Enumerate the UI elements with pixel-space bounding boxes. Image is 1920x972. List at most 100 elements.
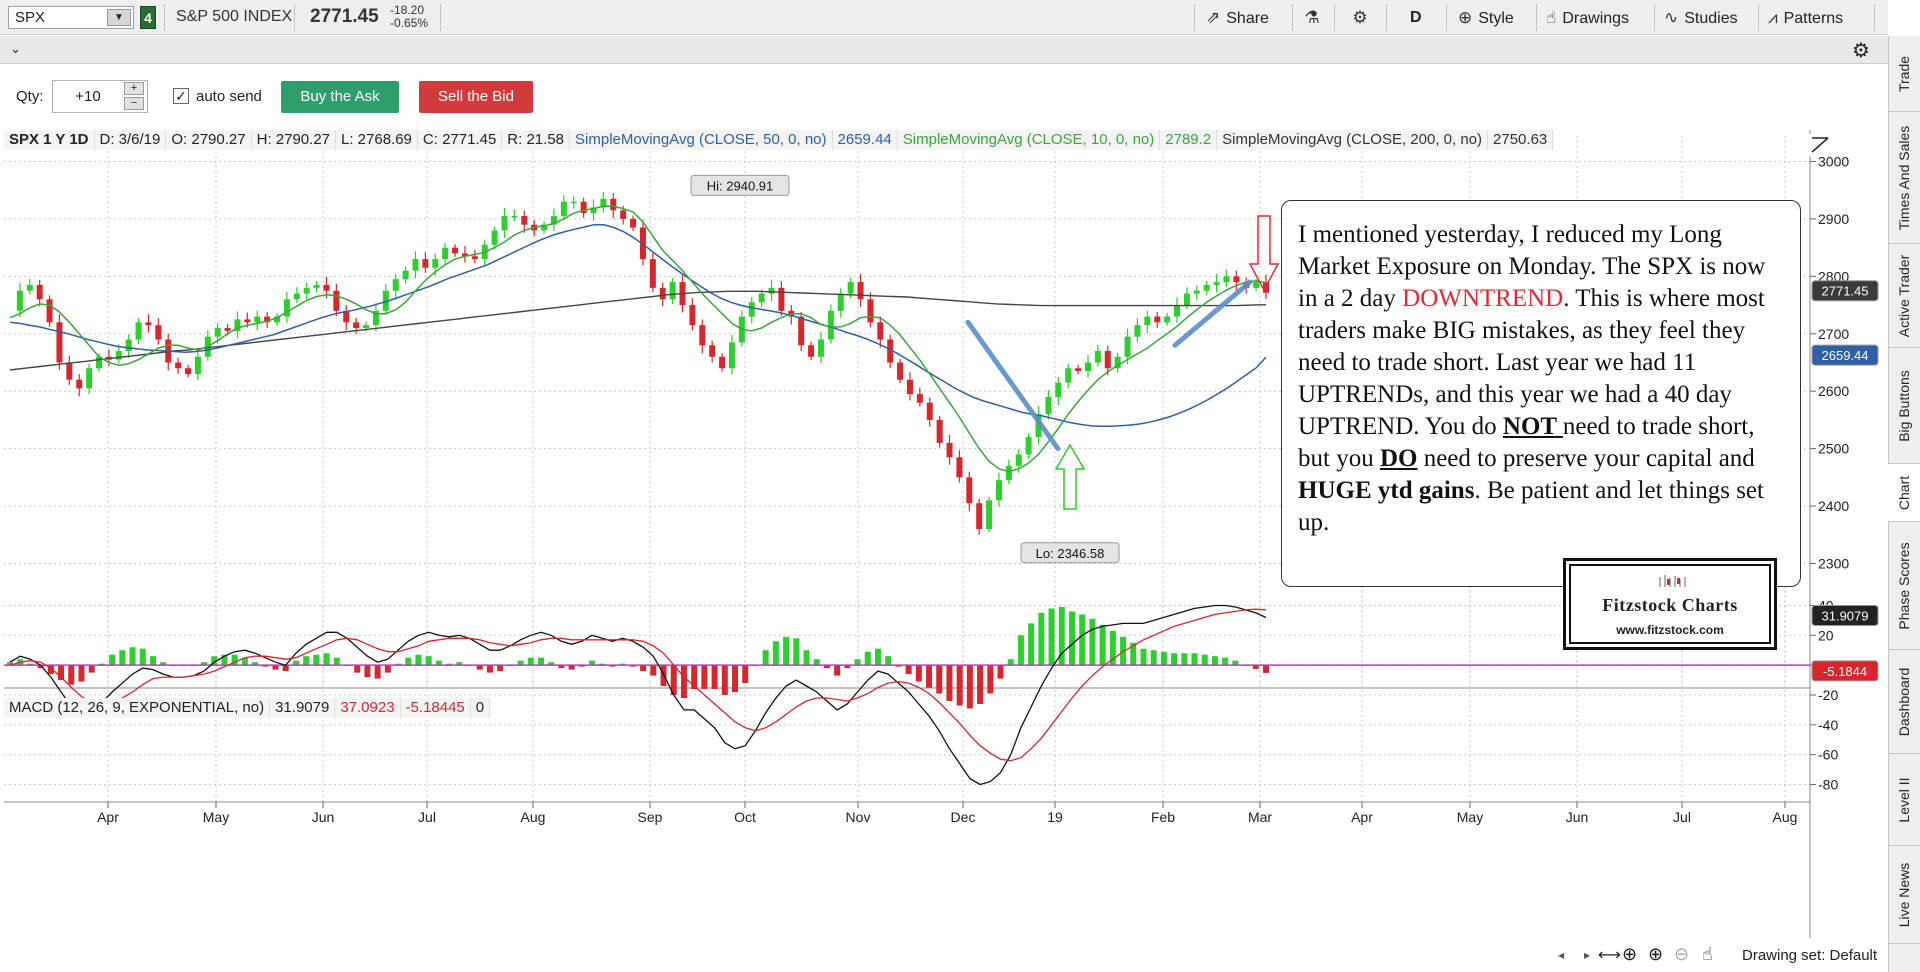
legend-sma50-label[interactable]: SimpleMovingAvg (CLOSE, 50, 0, no) [570,130,833,150]
candle-body [1203,284,1210,291]
side-tab-big-buttons[interactable]: Big Buttons [1888,348,1920,464]
candle-body [333,290,340,311]
last-price: 2771.45 [310,6,379,27]
symbol-dropdown-icon[interactable]: ▼ [107,9,131,26]
panel-gear-icon[interactable]: ⚙ [1852,40,1870,62]
side-tab-times-and-sales[interactable]: Times And Sales [1888,112,1920,244]
legend-sma10-label[interactable]: SimpleMovingAvg (CLOSE, 10, 0, no) [897,130,1161,150]
drawing-set-selector[interactable]: Drawing set: Default [1742,947,1878,964]
side-tab-active-trader[interactable]: Active Trader [1888,244,1920,348]
candle-body [827,310,834,340]
histogram-bar [149,656,156,666]
crosshair-icon[interactable]: ⊕ [1622,944,1638,964]
candle-body [610,198,617,211]
candle-body [175,362,182,369]
candle-body [620,210,627,219]
macd-tick-label: -80 [1818,777,1838,793]
time-tick-label: Feb [1151,809,1175,825]
note-huge-gains: HUGE ytd gains [1298,477,1475,504]
candle-body [491,230,498,245]
percent-change: -0.65% [390,16,429,30]
pan-icon[interactable]: ⟷ [1598,947,1621,964]
fitzstock-logo: Fitzstock Charts www.fitzstock.com [1563,558,1777,650]
zoom-out-icon[interactable]: ⊖ [1674,944,1690,964]
histogram-bar [517,660,524,666]
side-tab-live-news[interactable]: Live News [1888,846,1920,944]
patterns-button[interactable]: ⩘ Patterns [1768,0,1843,35]
histogram-bar [823,665,830,669]
toolbar-separator [1446,4,1447,31]
candle-body [56,322,63,363]
candle-body [16,290,23,311]
histogram-bar [640,665,647,672]
candle-body [66,362,73,380]
share-button[interactable]: ⇗ Share [1206,0,1269,35]
histogram-bar [1263,665,1269,673]
period-button[interactable]: D [1410,9,1422,26]
candle-body [461,253,468,257]
toolbar-separator [1536,4,1537,31]
sell-the-bid-button[interactable]: Sell the Bid [419,81,533,113]
time-tick-label: Aug [521,809,546,825]
candle-body [511,216,518,218]
histogram-bar [374,665,381,679]
candle-body [590,207,597,214]
candle-body [699,325,706,346]
zoom-in-icon[interactable]: ⊕ [1648,944,1664,964]
legend-sma10-value: 2789.2 [1160,130,1218,150]
histogram-bar [772,641,779,666]
drawings-label: Drawings [1562,10,1630,27]
candle-body [570,201,577,204]
scroll-left-icon[interactable]: ◂ [1558,948,1565,962]
histogram-bar [425,656,432,666]
drawings-button[interactable]: ☝ Drawings [1546,0,1629,35]
collapse-chevron-icon[interactable]: ⌄ [10,41,21,56]
macd-legend-label[interactable]: MACD (12, 26, 9, EXPONENTIAL, no) [4,698,271,718]
macd-tick-label: -40 [1818,717,1838,733]
symbol-input[interactable]: SPX ▼ [8,6,134,29]
auto-send-checkbox[interactable]: ✓ [173,88,189,104]
candle-body [402,270,409,280]
candle-body [303,287,310,294]
side-tab-trade[interactable]: Trade [1888,36,1920,112]
scroll-right-icon[interactable]: ▸ [1584,948,1591,962]
candle-body [966,477,973,504]
candle-body [313,284,320,288]
histogram-bar [936,665,943,694]
side-tab-chart[interactable]: Chart [1888,464,1920,522]
histogram-bar [160,662,167,666]
candle-body [560,201,567,217]
histogram-bar [354,665,361,673]
qty-input[interactable]: +10 [52,80,148,113]
candle-body [115,351,122,360]
style-button[interactable]: ⊕ Style [1458,0,1514,35]
candle-body [1094,351,1101,363]
studies-button[interactable]: ∿ Studies [1664,0,1738,35]
qty-decrement-button[interactable]: − [124,97,144,110]
symbol-value: SPX [15,9,46,26]
side-tab-label: Dashboard [1896,667,1912,736]
candle-body [630,218,637,228]
side-tab-dashboard[interactable]: Dashboard [1888,650,1920,754]
histogram-bar [742,665,749,684]
flask-button[interactable]: ⚗ [1302,0,1322,35]
link-group-badge[interactable]: 4 [140,6,156,29]
buy-the-ask-button[interactable]: Buy the Ask [281,81,399,113]
side-tab-phase-scores[interactable]: Phase Scores [1888,522,1920,650]
panel-header-row: ⌄ ⚙ [0,36,1888,64]
candle-body [1114,356,1121,369]
style-icon: ⊕ [1458,8,1473,27]
price-tick-label: 2500 [1818,441,1849,457]
qty-increment-button[interactable]: + [124,82,144,95]
hand-cursor-icon[interactable]: ☝ [1702,944,1713,964]
histogram-bar [221,654,228,666]
toolbar-separator [1386,4,1387,31]
note-downtrend: DOWNTREND [1402,285,1564,312]
candle-body [1164,316,1171,323]
histogram-bar [1201,654,1208,666]
candle-body [1075,368,1082,372]
legend-sma200-label[interactable]: SimpleMovingAvg (CLOSE, 200, 0, no) [1217,130,1489,150]
side-tab-level-ii[interactable]: Level II [1888,754,1920,846]
settings-button[interactable]: ⚙ [1350,0,1370,35]
candle-body [194,356,201,374]
